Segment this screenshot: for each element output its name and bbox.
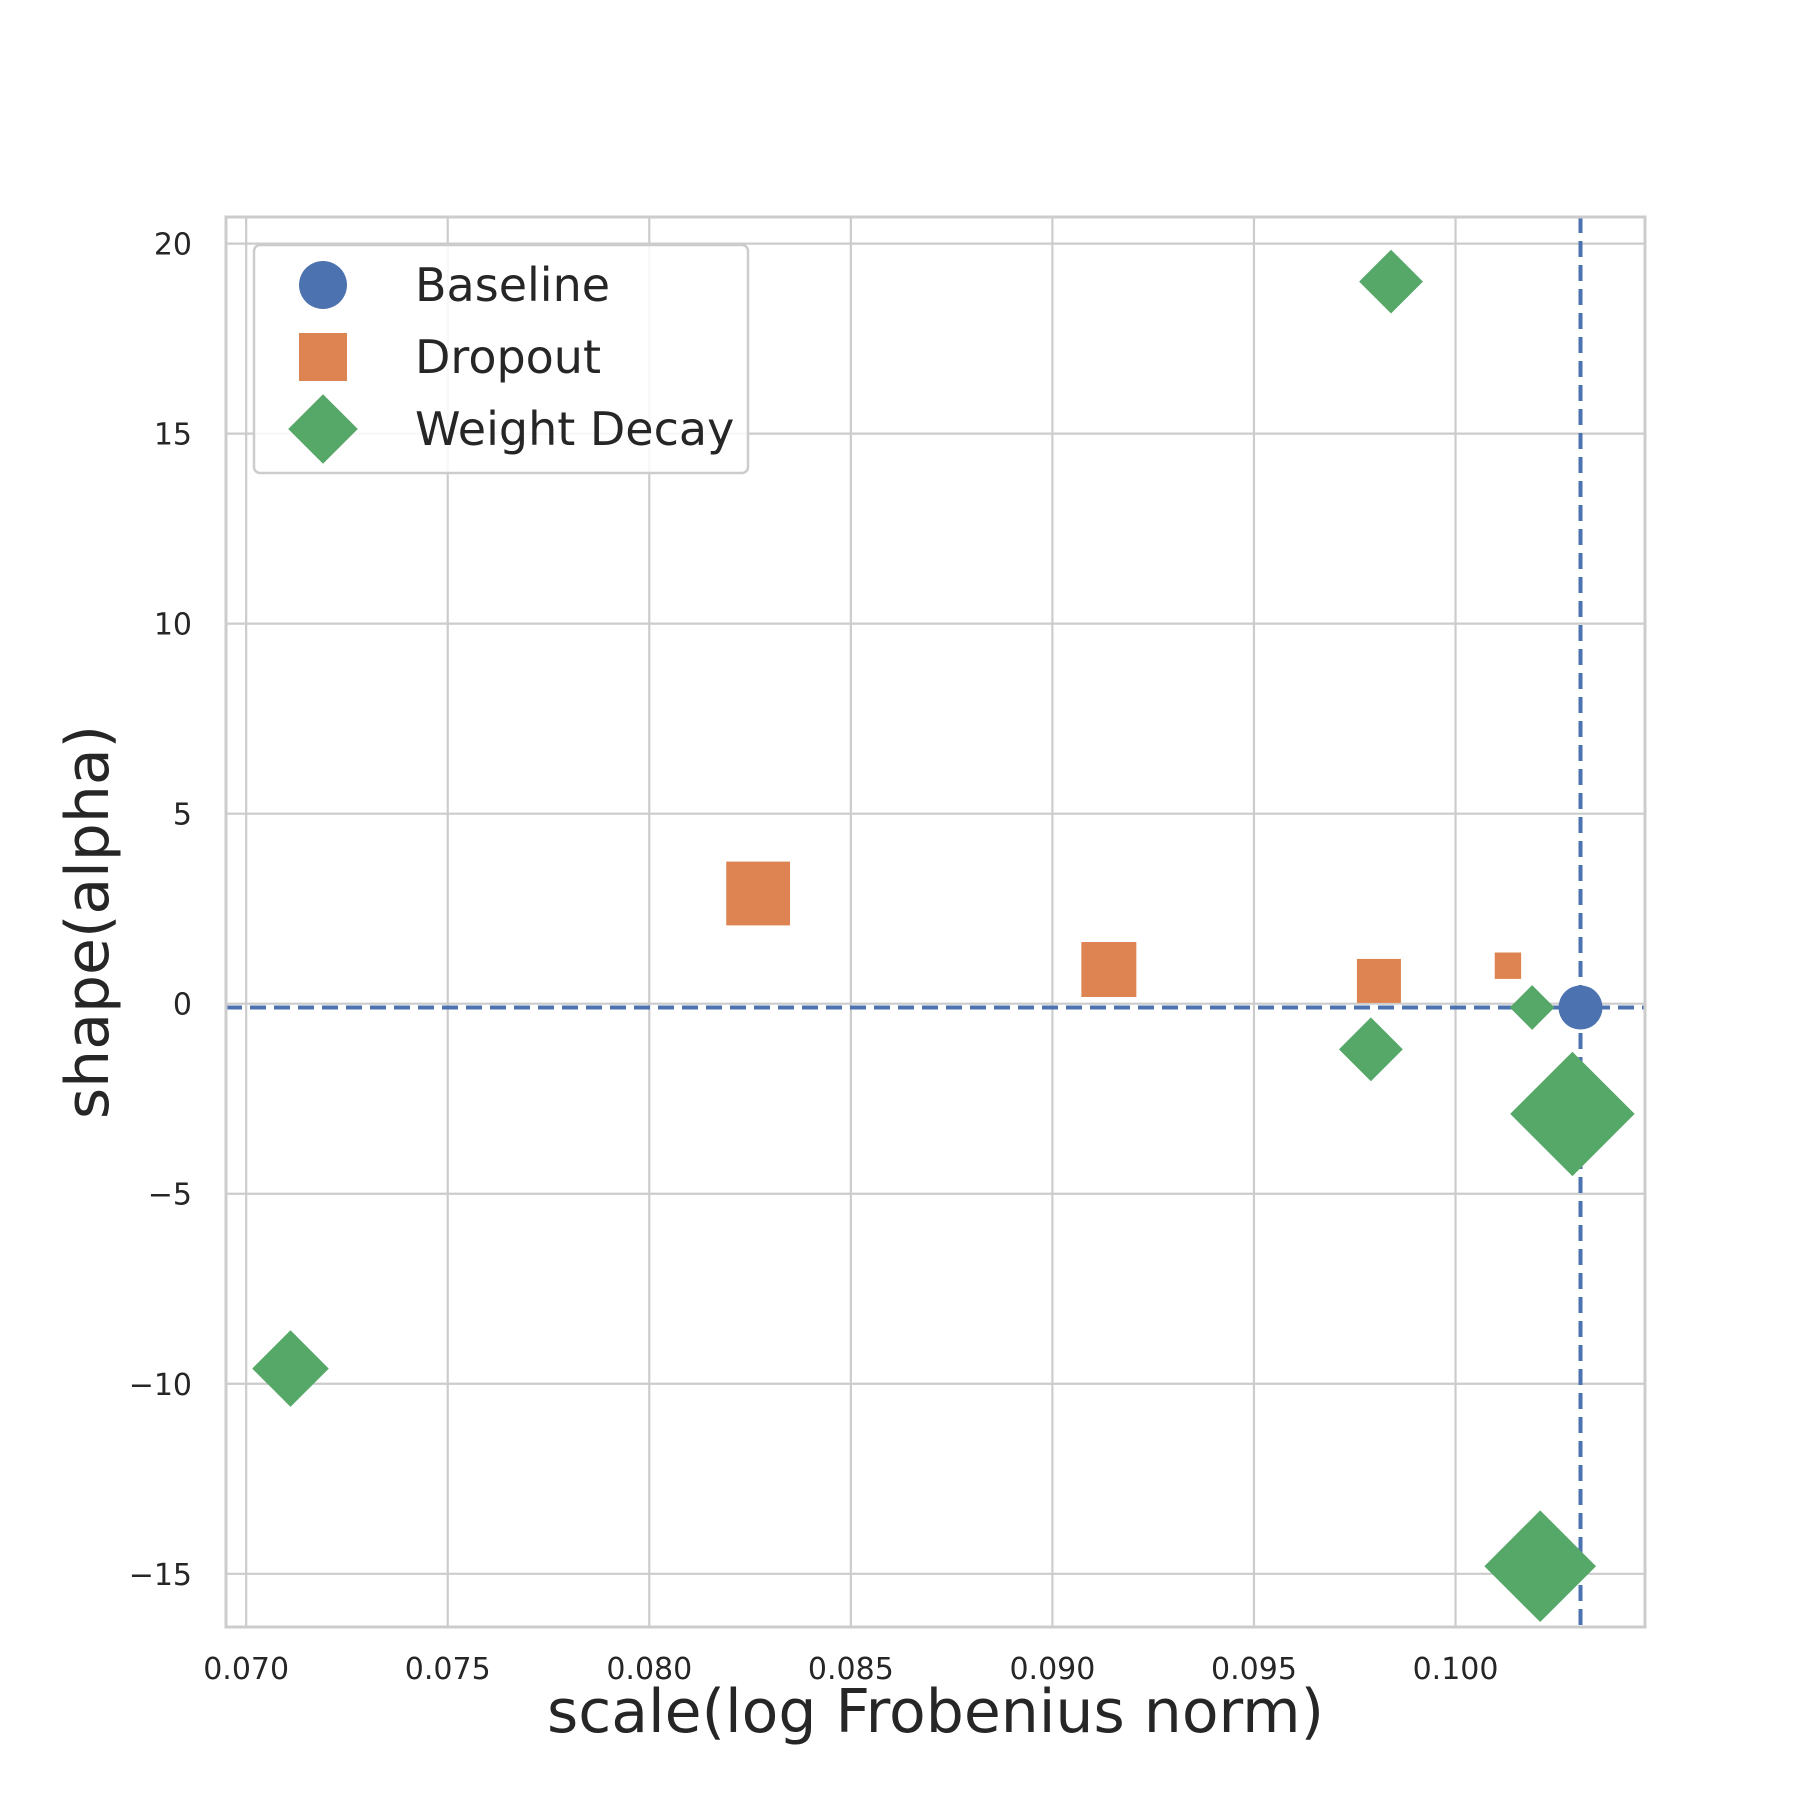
y-tick-label: 20 xyxy=(154,228,192,263)
weight-decay-point xyxy=(1510,1051,1635,1177)
baseline-point xyxy=(1558,985,1603,1030)
dropout-point xyxy=(1081,942,1137,998)
y-tick-label: 15 xyxy=(154,418,192,453)
x-tick-label: 0.085 xyxy=(808,1652,894,1687)
dropout-point xyxy=(1356,958,1401,1003)
weight-decay-point xyxy=(1359,249,1423,314)
x-tick-label: 0.070 xyxy=(203,1652,289,1687)
y-tick-label: −5 xyxy=(148,1178,192,1213)
grid-lines xyxy=(226,217,1645,1627)
x-tick-labels: 0.070 0.075 0.080 0.085 0.090 0.095 0.100 xyxy=(203,1652,1498,1687)
plot-frame xyxy=(224,215,1647,1629)
legend-marker-dropout xyxy=(299,333,347,381)
y-tick-labels: −15 −10 −5 0 5 10 15 20 xyxy=(129,228,192,1593)
legend-marker-baseline xyxy=(299,261,347,309)
legend: Baseline Dropout Weight Decay xyxy=(252,243,750,475)
weight-decay-point xyxy=(1509,985,1555,1030)
y-tick-label: 10 xyxy=(154,608,192,643)
legend-marker-weight-decay xyxy=(288,394,358,464)
legend-box xyxy=(252,243,750,475)
weight-decay-point xyxy=(1338,1017,1403,1082)
dropout-point xyxy=(1494,952,1522,979)
weight-decay-point xyxy=(1484,1510,1597,1623)
x-tick-label: 0.090 xyxy=(1009,1652,1095,1687)
data-points xyxy=(252,249,1635,1623)
x-axis-label: scale(log Frobenius norm) xyxy=(547,1677,1324,1747)
x-tick-label: 0.100 xyxy=(1413,1652,1499,1687)
legend-label: Weight Decay xyxy=(415,402,734,456)
reference-lines xyxy=(226,217,1645,1627)
dropout-point xyxy=(726,861,791,926)
x-tick-label: 0.080 xyxy=(606,1652,692,1687)
y-tick-label: 5 xyxy=(173,798,192,833)
y-tick-label: −15 xyxy=(129,1558,192,1593)
legend-label: Dropout xyxy=(415,330,601,384)
x-tick-label: 0.095 xyxy=(1211,1652,1297,1687)
y-tick-label: −10 xyxy=(129,1368,192,1403)
y-axis-label: shape(alpha) xyxy=(53,725,123,1119)
x-tick-label: 0.075 xyxy=(405,1652,491,1687)
legend-label: Baseline xyxy=(415,258,610,312)
weight-decay-point xyxy=(252,1330,329,1407)
y-tick-label: 0 xyxy=(173,988,192,1023)
